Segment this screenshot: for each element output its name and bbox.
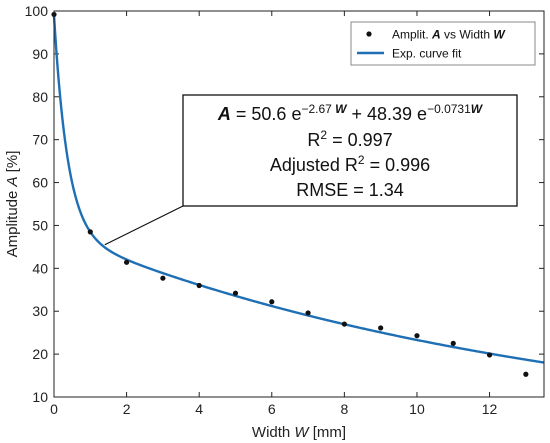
fit-equation: A = 50.6 e−2.67 W + 48.39 e−0.0731W xyxy=(217,102,484,124)
legend-line-label: Exp. curve fit xyxy=(392,47,462,61)
data-point xyxy=(414,333,420,339)
y-tick-label: 50 xyxy=(32,217,48,233)
data-point xyxy=(123,259,130,265)
legend-scatter-marker xyxy=(366,31,372,37)
y-tick-label: 90 xyxy=(32,46,48,62)
x-tick-label: 4 xyxy=(195,401,203,417)
data-point xyxy=(378,325,384,331)
fit-curve-line xyxy=(52,15,545,364)
y-axis-title: Amplitude A [%] xyxy=(4,151,21,258)
y-tick-label: 20 xyxy=(32,346,48,362)
data-point xyxy=(341,321,347,327)
plot-frame xyxy=(53,10,545,398)
x-tick-label: 10 xyxy=(409,401,425,417)
legend: Amplit. A vs Width W Exp. curve fit xyxy=(350,21,536,66)
x-tick-label: 12 xyxy=(482,401,498,417)
y-tick-label: 80 xyxy=(32,89,48,105)
y-tick-label: 70 xyxy=(32,132,48,148)
data-point xyxy=(450,340,456,346)
data-points xyxy=(51,11,529,377)
x-axis-ticks: 0 2 4 6 8 10 12 xyxy=(50,11,498,417)
data-point xyxy=(232,290,239,296)
fit-annotation-box: A = 50.6 e−2.67 W + 48.39 e−0.0731W R2 =… xyxy=(182,94,518,207)
data-point xyxy=(523,371,529,377)
data-point xyxy=(305,310,311,316)
annotation-pointer-line xyxy=(104,205,184,246)
data-point xyxy=(196,282,202,289)
rmse: RMSE = 1.34 xyxy=(296,180,404,200)
y-tick-label: 10 xyxy=(32,389,48,405)
x-tick-label: 6 xyxy=(268,401,276,417)
y-tick-label: 100 xyxy=(25,3,49,19)
y-tick-label: 30 xyxy=(32,303,48,319)
y-tick-label: 60 xyxy=(32,175,48,191)
x-axis-title: Width W [mm] xyxy=(252,424,346,441)
adjusted-r-squared: Adjusted R2 = 0.996 xyxy=(270,153,430,175)
y-axis-ticks: 10 20 30 40 50 60 70 80 90 100 xyxy=(25,3,544,405)
data-point xyxy=(160,275,166,281)
data-point xyxy=(269,299,275,305)
data-point xyxy=(87,229,93,235)
y-tick-label: 40 xyxy=(32,260,48,276)
x-tick-label: 0 xyxy=(50,401,58,417)
x-tick-label: 2 xyxy=(123,401,131,417)
data-point xyxy=(486,352,493,358)
x-tick-label: 8 xyxy=(340,401,348,417)
r-squared: R2 = 0.997 xyxy=(307,128,392,150)
legend-scatter-label: Amplit. A vs Width W xyxy=(392,28,506,42)
